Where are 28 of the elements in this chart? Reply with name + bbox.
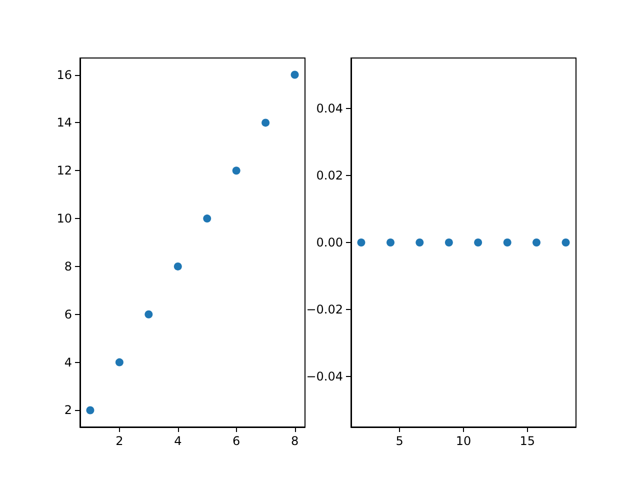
x-tick-label: 2 (116, 434, 124, 448)
y-tick-label: 14 (56, 116, 72, 130)
y-tick-label: 16 (56, 68, 72, 82)
point (115, 358, 124, 366)
y-tick-label: 0.00 (316, 236, 343, 250)
y-tick-label: −0.04 (306, 370, 343, 384)
point (86, 406, 94, 414)
x-tick-label: 15 (520, 434, 536, 448)
x-tick-label: 5 (396, 434, 404, 448)
x-tick-label: 4 (174, 434, 182, 448)
point (174, 262, 182, 270)
point (290, 70, 299, 79)
point (262, 118, 270, 127)
y-tick-label: −0.02 (306, 302, 343, 317)
y-tick-label: 6 (64, 307, 72, 322)
x-tick-label: 6 (232, 434, 240, 448)
point (203, 214, 212, 223)
point (144, 310, 153, 318)
y-tick-label: 12 (56, 164, 72, 178)
y-tick-label: 2 (64, 403, 72, 418)
y-tick-label: 0.04 (316, 101, 343, 116)
x-tick-label: 10 (456, 434, 472, 448)
x-tick-label: 8 (290, 434, 299, 448)
point (232, 166, 240, 175)
y-tick-label: 4 (64, 355, 72, 370)
y-tick-label: 0.02 (316, 168, 343, 182)
y-tick-label: 10 (56, 212, 72, 226)
y-tick-label: 8 (64, 259, 72, 274)
